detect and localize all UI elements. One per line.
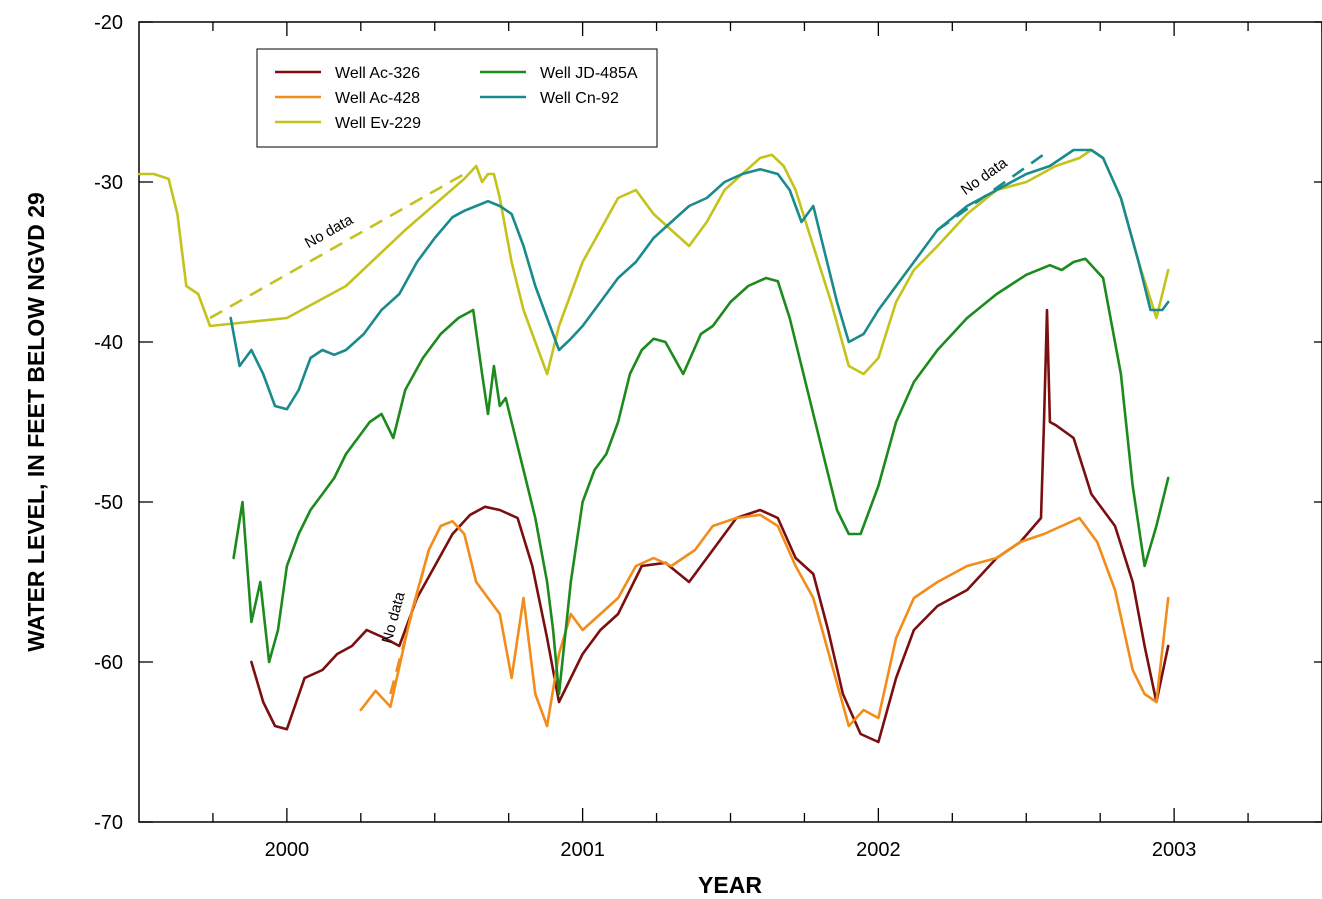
y-tick-label: -30: [94, 172, 123, 194]
series-line-well-ac-428: [359, 513, 1170, 728]
x-tick-label: 2001: [560, 839, 605, 861]
x-axis-title: YEAR: [698, 872, 762, 898]
legend-label: Well Ev-229: [335, 115, 421, 132]
no-data-label: No data: [302, 211, 357, 252]
series-line-well-cn-92: [229, 148, 1170, 411]
series-layer: [137, 148, 1170, 744]
y-tick-label: -70: [94, 812, 123, 834]
legend-label: Well Ac-428: [335, 90, 420, 107]
y-tick-label: -50: [94, 492, 123, 514]
x-axis-ticks: 2000 2001 2002 2003: [212, 22, 1322, 861]
y-axis-ticks: -70 -60 -50 -40 -30 -20: [94, 12, 1322, 834]
y-tick-label: -60: [94, 652, 123, 674]
legend-label: Well Cn-92: [540, 90, 619, 107]
no-data-label: No data: [958, 154, 1011, 199]
no-data-dashed-line: [389, 549, 431, 695]
legend-box: [256, 48, 658, 148]
x-tick-label: 2002: [856, 839, 901, 861]
y-tick-label: -40: [94, 332, 123, 354]
y-axis-title: WATER LEVEL, IN FEET BELOW NGVD 29: [23, 192, 49, 652]
legend-label: Well JD-485A: [540, 65, 638, 82]
legend-label: Well Ac-326: [335, 65, 420, 82]
series-line-well-ac-326: [250, 308, 1170, 744]
x-tick-label: 2003: [1152, 839, 1197, 861]
y-tick-label: -20: [94, 12, 123, 34]
no-data-dashed-line: [209, 172, 465, 320]
legend: Well Ac-326 Well Ac-428 Well Ev-229 Well JD…: [256, 48, 658, 148]
x-tick-label: 2000: [265, 839, 310, 861]
series-line-well-jd-485a: [232, 257, 1170, 696]
